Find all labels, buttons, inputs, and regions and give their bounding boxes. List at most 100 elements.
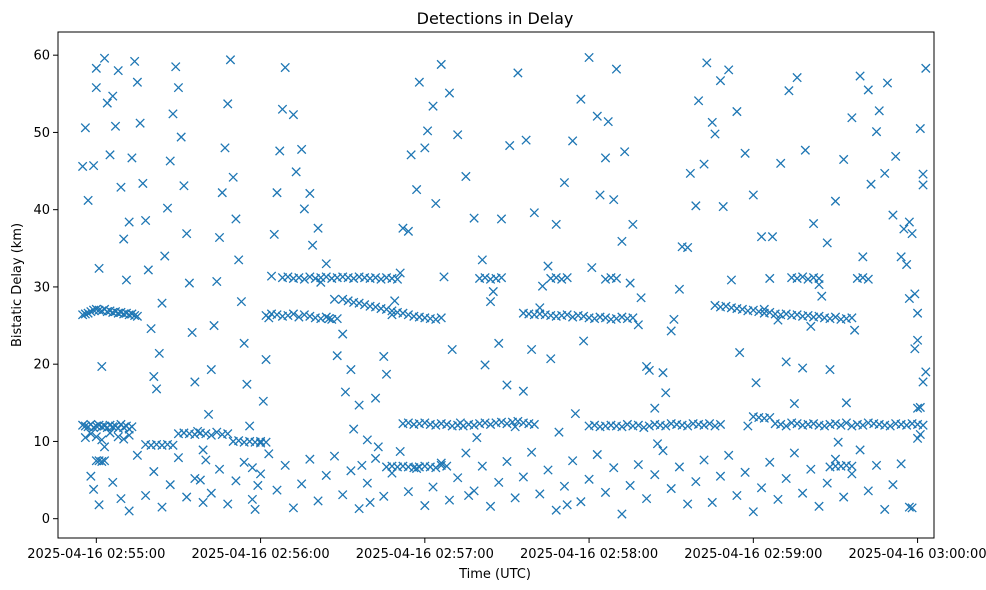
data-point	[781, 421, 791, 431]
data-point	[132, 450, 143, 460]
data-point	[165, 156, 175, 166]
data-point	[915, 123, 925, 134]
data-point	[874, 106, 884, 116]
data-point	[379, 351, 389, 362]
data-point	[329, 294, 340, 304]
data-point	[288, 503, 299, 513]
data-point	[595, 190, 605, 200]
data-point	[510, 422, 520, 432]
data-point	[797, 363, 808, 373]
data-point	[704, 419, 715, 429]
data-point	[477, 461, 487, 471]
data-point	[748, 305, 758, 315]
data-point	[338, 490, 348, 500]
data-point	[513, 416, 523, 427]
data-point	[625, 278, 635, 288]
data-point	[570, 408, 581, 419]
data-point	[209, 320, 219, 331]
data-point	[244, 421, 255, 431]
data-point	[537, 281, 548, 291]
data-point	[480, 273, 490, 283]
data-point	[332, 351, 342, 361]
data-point	[765, 307, 775, 318]
data-point	[264, 449, 274, 459]
data-point	[253, 480, 263, 491]
data-point	[891, 151, 901, 162]
data-point	[789, 398, 800, 409]
data-point	[819, 421, 830, 431]
data-point	[485, 296, 496, 307]
y-tick-label: 30	[33, 280, 50, 295]
data-point	[442, 461, 452, 471]
data-point	[206, 430, 216, 440]
data-point	[611, 64, 622, 74]
data-point	[127, 153, 137, 163]
data-point	[206, 488, 216, 498]
data-point	[157, 502, 167, 512]
data-point	[140, 215, 151, 226]
y-tick-label: 50	[33, 126, 50, 141]
data-point	[562, 310, 572, 320]
data-point	[682, 499, 693, 509]
data-point	[354, 298, 364, 308]
data-point	[119, 422, 129, 433]
x-tick-label: 2025-04-16 02:58:00	[520, 547, 658, 562]
data-point	[113, 65, 123, 76]
y-tick-label: 10	[33, 435, 50, 450]
data-point	[589, 313, 600, 324]
data-point	[480, 418, 490, 428]
data-point	[836, 420, 846, 430]
data-point	[748, 507, 758, 517]
x-axis: 2025-04-16 02:55:00 2025-04-16 02:56:00 20…	[27, 538, 986, 562]
data-point	[365, 497, 375, 508]
data-point	[214, 232, 225, 243]
data-point	[792, 273, 802, 284]
data-point	[239, 457, 249, 467]
data-point	[617, 312, 627, 322]
data-point	[543, 465, 553, 475]
data-point	[636, 293, 646, 303]
data-point	[496, 417, 507, 427]
data-point	[354, 400, 364, 410]
data-point	[390, 296, 400, 306]
data-point	[535, 303, 545, 313]
data-point	[436, 59, 446, 70]
data-point	[453, 130, 463, 140]
data-point	[305, 272, 315, 282]
data-point	[765, 457, 775, 467]
data-point	[338, 294, 348, 304]
data-point	[628, 219, 638, 230]
data-point	[496, 273, 507, 283]
data-point	[693, 96, 704, 106]
data-point	[830, 454, 841, 464]
data-point	[904, 502, 915, 512]
data-point	[403, 310, 414, 320]
data-point	[362, 478, 372, 488]
data-point	[288, 110, 299, 120]
data-point	[899, 224, 909, 234]
data-point	[600, 313, 611, 323]
data-point	[592, 111, 602, 121]
data-point	[387, 468, 397, 478]
data-point	[644, 365, 654, 376]
data-point	[387, 310, 397, 320]
data-point	[266, 271, 277, 281]
data-point	[187, 327, 197, 338]
data-point	[641, 361, 652, 372]
data-point	[477, 255, 487, 265]
data-point	[921, 63, 931, 73]
data-point	[332, 313, 342, 324]
data-point	[99, 53, 110, 63]
data-point	[557, 274, 567, 284]
data-point	[455, 418, 466, 428]
data-point	[442, 419, 452, 430]
data-point	[707, 117, 717, 128]
data-point	[392, 274, 403, 284]
data-point	[666, 483, 676, 494]
data-point	[343, 296, 353, 306]
data-point	[576, 497, 586, 507]
data-point	[294, 273, 304, 283]
data-point	[880, 168, 890, 179]
data-point	[272, 310, 282, 320]
